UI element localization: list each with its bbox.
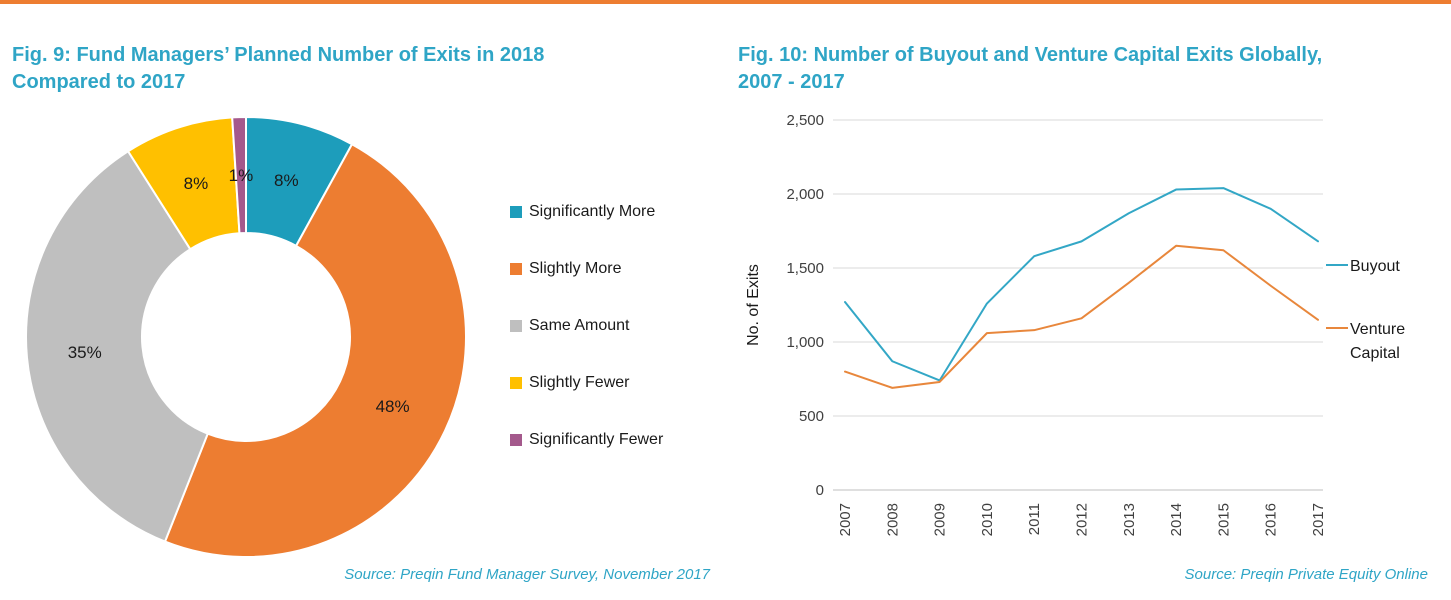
legend-swatch-icon <box>510 434 522 446</box>
legend-item-significantly-more: Significantly More <box>510 203 663 221</box>
legend-label: Significantly Fewer <box>529 431 664 448</box>
x-tick-label: 2017 <box>1310 503 1327 536</box>
donut-slice-value-label: 8% <box>274 171 299 190</box>
buyout-line <box>844 187 1319 382</box>
fig9-panel: Fig. 9: Fund Managers’ Planned Number of… <box>12 0 718 600</box>
x-tick-label: 2012 <box>1074 503 1091 536</box>
legend-item-same-amount: Same Amount <box>510 317 663 335</box>
y-tick-label: 1,500 <box>786 260 824 277</box>
y-tick-label: 2,500 <box>786 112 824 129</box>
y-tick-label: 0 <box>816 482 824 499</box>
legend-label: Slightly More <box>529 260 622 277</box>
x-tick-label: 2008 <box>884 503 901 536</box>
venture-capital-line <box>844 244 1319 389</box>
legend-item-slightly-more: Slightly More <box>510 260 663 278</box>
y-tick-label: 1,000 <box>786 334 824 351</box>
fig10-title-line1: Fig. 10: Number of Buyout and Venture Ca… <box>738 44 1323 66</box>
fig9-title: Fig. 9: Fund Managers’ Planned Number of… <box>12 42 544 96</box>
legend-swatch-icon <box>510 377 522 389</box>
fig9-title-line2: Compared to 2017 <box>12 71 186 93</box>
fig9-legend: Significantly More Slightly More Same Amou… <box>510 203 663 488</box>
fig10-source: Source: Preqin Private Equity Online <box>1184 566 1428 583</box>
donut-slice-value-label: 48% <box>376 397 410 416</box>
x-tick-label: 2011 <box>1026 503 1043 535</box>
x-tick-label: 2010 <box>979 503 996 536</box>
line-chart: 0 500 1,000 1,500 2,000 2,500 2007 2008 2009 2010… <box>745 112 1405 536</box>
legend-label: Significantly More <box>529 203 656 220</box>
x-tick-label: 2014 <box>1168 503 1185 536</box>
fig9-source: Source: Preqin Fund Manager Survey, Nove… <box>344 566 710 583</box>
donut-slice-value-label: 8% <box>184 174 209 193</box>
legend-label: Same Amount <box>529 317 630 334</box>
y-tick-label: 2,000 <box>786 186 824 203</box>
legend-swatch-icon <box>510 263 522 275</box>
legend-swatch-icon <box>510 320 522 332</box>
x-tick-label: 2015 <box>1215 503 1232 536</box>
x-tick-label: 2013 <box>1121 503 1138 536</box>
legend-label-buyout: Buyout <box>1350 258 1400 275</box>
legend-swatch-icon <box>510 206 522 218</box>
legend-label-venture-capital: Venture <box>1350 321 1405 338</box>
donut-slice-value-label: 35% <box>68 343 102 362</box>
donut-slice-value-label: 1% <box>229 166 254 185</box>
fig9-title-line1: Fig. 9: Fund Managers’ Planned Number of… <box>12 44 545 66</box>
legend-label-venture-capital: Capital <box>1350 345 1400 362</box>
x-tick-label: 2007 <box>837 503 854 536</box>
legend-label: Slightly Fewer <box>529 374 630 391</box>
donut-slice-slightly-more <box>163 142 467 558</box>
x-tick-label: 2009 <box>932 503 949 536</box>
top-accent-rule <box>0 0 1451 4</box>
donut-chart: 8% 48% 35% 8% 1% <box>25 115 467 558</box>
x-tick-label: 2016 <box>1263 503 1280 536</box>
y-axis-title: No. of Exits <box>745 264 762 346</box>
donut-slice-same-amount <box>25 149 210 543</box>
legend-item-slightly-fewer: Slightly Fewer <box>510 374 663 392</box>
legend-item-significantly-fewer: Significantly Fewer <box>510 431 663 449</box>
fig10-panel: Fig. 10: Number of Buyout and Venture Ca… <box>738 0 1443 600</box>
donut-slice-significantly-fewer <box>231 115 247 235</box>
fig10-title: Fig. 10: Number of Buyout and Venture Ca… <box>738 42 1322 96</box>
fig10-title-line2: 2007 - 2017 <box>738 71 845 93</box>
y-tick-label: 500 <box>799 408 824 425</box>
